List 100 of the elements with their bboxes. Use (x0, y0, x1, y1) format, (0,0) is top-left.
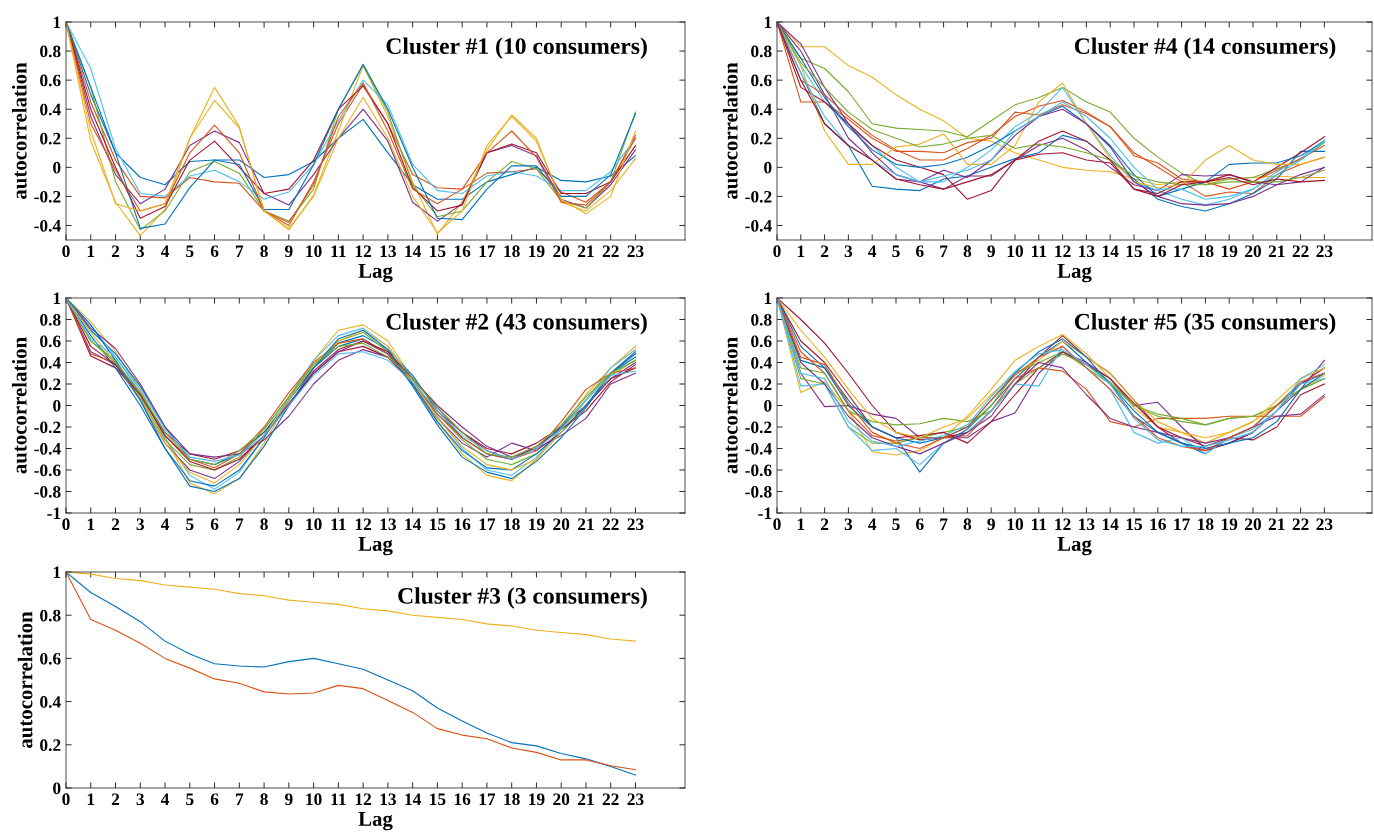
x-tick-label: 21 (578, 245, 594, 257)
y-tick-label: -0.2 (745, 421, 772, 434)
x-tick-label: 4 (868, 518, 877, 530)
x-tick-label: 2 (111, 245, 120, 257)
x-tick-label: 17 (479, 518, 496, 530)
x-tick-label: 5 (892, 518, 900, 531)
y-tick-label: 1 (53, 566, 61, 579)
x-tick-label: 6 (916, 245, 924, 258)
x-tick-label: 2 (820, 518, 829, 530)
x-tick-label: 3 (136, 793, 145, 806)
x-tick-label: 12 (355, 245, 372, 257)
x-tick-label: 0 (62, 793, 70, 806)
x-tick-label: 15 (430, 245, 446, 258)
y-tick-label: 0.4 (40, 356, 61, 369)
x-tick-label: 18 (504, 518, 520, 531)
y-tick-label: 0.6 (751, 335, 772, 348)
x-tick-label: 10 (1007, 518, 1024, 531)
x-tick-label: 4 (160, 245, 170, 257)
x-tick-label: 11 (1031, 518, 1047, 530)
y-axis-title: autocorrelation (17, 611, 33, 748)
x-tick-label: 19 (1221, 245, 1238, 258)
x-tick-label: 20 (553, 518, 570, 531)
x-tick-label: 21 (578, 793, 594, 805)
x-tick-label: 3 (136, 245, 145, 258)
y-tick-label: -0.2 (34, 190, 61, 203)
x-tick-label: 18 (1198, 518, 1214, 531)
x-tick-label: 7 (235, 245, 244, 257)
y-tick-label: 0 (53, 782, 61, 795)
x-tick-label: 9 (987, 245, 995, 258)
y-tick-label: -0.4 (34, 442, 61, 455)
x-tick-label: 6 (210, 245, 219, 258)
y-tick-label: 1 (764, 16, 772, 29)
text: Cluster #2 (43 consumers) (386, 313, 647, 335)
x-tick-label: 15 (1126, 518, 1143, 531)
x-tick-label: 8 (963, 518, 972, 531)
x-tick-label: 9 (284, 793, 293, 806)
x-tick-label: 23 (1316, 518, 1333, 531)
x-axis-title: Lag (1057, 537, 1092, 556)
x-tick-label: 14 (1102, 245, 1119, 257)
x-tick-label: 9 (284, 245, 293, 258)
x-tick-label: 6 (210, 518, 219, 531)
x-tick-label: 17 (479, 793, 496, 805)
text: Cluster #1 (10 consumers) (386, 37, 647, 59)
x-tick-label: 20 (553, 793, 570, 806)
x-tick-label: 0 (773, 518, 781, 531)
x-tick-label: 18 (1198, 245, 1214, 258)
x-tick-label: 0 (62, 518, 70, 531)
y-tick-label: 0.2 (40, 739, 61, 752)
y-tick-label: 0.6 (40, 74, 61, 87)
y-tick-label: 0.4 (40, 103, 61, 116)
x-tick-label: 17 (1174, 245, 1190, 257)
y-tick-label: 0 (764, 161, 772, 174)
x-tick-label: 23 (627, 518, 644, 531)
y-tick-label: 0.4 (751, 103, 772, 116)
x-tick-label: 3 (136, 518, 145, 531)
x-tick-label: 9 (284, 518, 293, 531)
y-tick-label: -0.2 (745, 190, 772, 203)
x-tick-label: 14 (405, 518, 421, 530)
y-tick-label: 0.2 (40, 378, 61, 391)
x-tick-label: 5 (186, 793, 194, 806)
x-tick-label: 14 (1102, 518, 1119, 530)
x-tick-label: 4 (160, 793, 170, 805)
y-tick-label: -0.4 (745, 442, 772, 455)
x-tick-label: 10 (1007, 245, 1024, 258)
x-axis-title: Lag (1057, 264, 1092, 283)
x-tick-label: 2 (111, 518, 120, 530)
x-tick-label: 9 (987, 518, 995, 531)
x-tick-label: 15 (430, 793, 446, 806)
x-tick-label: 12 (1055, 245, 1071, 257)
x-tick-label: 20 (1245, 245, 1262, 258)
x-tick-label: 13 (1079, 245, 1095, 258)
y-tick-label: 0.8 (40, 45, 61, 58)
x-tick-label: 18 (504, 793, 520, 806)
x-tick-label: 20 (1245, 518, 1262, 531)
x-tick-label: 19 (529, 518, 545, 531)
x-tick-label: 5 (186, 518, 194, 531)
x-tick-label: 4 (160, 518, 170, 530)
x-tick-label: 14 (405, 245, 421, 257)
y-tick-label: 0.4 (751, 356, 772, 369)
y-tick-label: -0.6 (34, 464, 61, 477)
x-tick-label: 16 (1150, 245, 1166, 258)
y-tick-label: 0.4 (40, 696, 61, 708)
x-tick-label: 2 (820, 245, 829, 257)
x-tick-label: 6 (916, 518, 924, 531)
x-tick-label: 13 (380, 793, 396, 806)
x-tick-label: 8 (963, 245, 972, 258)
y-tick-label: -0.2 (34, 421, 61, 434)
x-tick-label: 17 (479, 245, 496, 257)
x-tick-label: 10 (306, 245, 322, 258)
x-tick-label: 21 (578, 518, 594, 530)
x-tick-label: 21 (1268, 518, 1285, 530)
x-tick-label: 3 (844, 245, 853, 258)
x-tick-label: 12 (355, 518, 372, 530)
y-axis-title: autocorrelation (722, 62, 738, 199)
x-tick-label: 0 (62, 245, 70, 258)
x-tick-label: 23 (627, 793, 644, 806)
x-tick-label: 1 (797, 518, 805, 530)
x-tick-label: 7 (940, 245, 948, 257)
x-tick-label: 11 (331, 245, 346, 257)
y-axis-title: autocorrelation (722, 337, 738, 474)
